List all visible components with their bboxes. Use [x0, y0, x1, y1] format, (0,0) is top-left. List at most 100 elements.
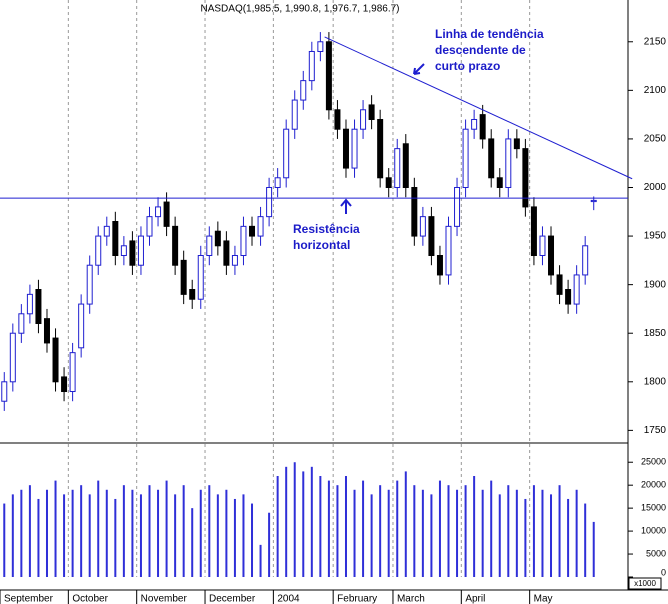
volume-bar — [122, 485, 125, 577]
candle-body — [35, 289, 42, 325]
volume-bar — [310, 466, 313, 577]
candle-body — [86, 264, 93, 305]
volume-bar — [20, 489, 23, 577]
volume-bar — [11, 494, 14, 577]
volume-bar — [473, 476, 476, 577]
unit-box — [628, 577, 662, 590]
candle-body — [172, 225, 179, 266]
volume-bar — [447, 485, 450, 577]
volume-bar — [148, 485, 151, 577]
trend-line — [324, 36, 633, 180]
candle-body — [565, 289, 572, 305]
y-tick-label: 1850 — [644, 328, 667, 339]
candle-body — [189, 289, 196, 300]
volume-bar — [592, 521, 595, 577]
volume-bar — [182, 485, 185, 577]
candle-body — [488, 138, 495, 179]
volume-bar — [139, 494, 142, 577]
volume-bar — [174, 494, 177, 577]
candle-body — [137, 235, 144, 266]
y-tick-label: 2150 — [644, 36, 667, 47]
candle-body — [522, 148, 529, 208]
volume-bar — [285, 466, 288, 577]
annotation: curto prazo — [435, 59, 500, 73]
y-tick-label: 2000 — [644, 182, 667, 193]
candle-body — [471, 118, 478, 130]
volume-bar — [524, 498, 527, 577]
x-tick-label: October — [72, 594, 108, 604]
candle-body — [308, 50, 315, 82]
y-tick-label: 1800 — [644, 376, 667, 387]
candle-body — [539, 235, 546, 257]
candle-body — [342, 128, 349, 169]
candle-body — [573, 274, 580, 305]
arrow — [340, 198, 352, 214]
volume-bar — [45, 489, 48, 577]
candle-body — [436, 255, 443, 276]
y-tick-label: 2050 — [644, 134, 667, 145]
volume-bar — [97, 480, 100, 577]
volume-bar — [370, 494, 373, 577]
candle-body — [368, 104, 375, 120]
volume-bar — [233, 498, 236, 577]
candle-body — [103, 225, 110, 237]
candle-body — [351, 128, 358, 169]
candle-body — [197, 255, 204, 300]
x-tick-label: May — [534, 594, 553, 604]
candle-body — [231, 255, 238, 266]
volume-bar — [464, 485, 467, 577]
volume-bar — [421, 489, 424, 577]
chart-title: NASDAQ(1,985.5, 1,990.8, 1,976.7, 1,986.… — [200, 4, 399, 15]
volume-bar — [387, 489, 390, 577]
volume-bar — [558, 485, 561, 577]
candle-body — [52, 337, 59, 383]
candle-body — [146, 216, 153, 237]
candle-body — [394, 148, 401, 188]
annotation: descendente de — [435, 43, 526, 57]
volume-bar — [165, 480, 168, 577]
volume-bar — [567, 498, 570, 577]
arrow — [413, 63, 425, 75]
y2-tick-label: 25000 — [641, 457, 666, 467]
candle-body — [454, 186, 461, 227]
volume-bar — [532, 485, 535, 577]
candle-body — [249, 225, 256, 237]
candle-body — [257, 216, 264, 237]
y-tick-label: 1900 — [644, 279, 667, 290]
y2-tick-label: 0 — [661, 567, 666, 577]
volume-bar — [54, 480, 57, 577]
volume-bar — [37, 498, 40, 577]
volume-bar — [242, 494, 245, 577]
annotation: horizontal — [293, 238, 350, 252]
candle-body — [360, 109, 367, 130]
volume-bar — [3, 503, 6, 577]
candle-body — [513, 138, 520, 150]
volume-bar — [396, 480, 399, 577]
volume-bar — [550, 494, 553, 577]
volume-bar — [199, 489, 202, 577]
volume-bar — [131, 489, 134, 577]
candle-body — [445, 225, 452, 276]
candle-body — [26, 293, 33, 315]
candle-body — [206, 235, 213, 257]
volume-bar — [438, 480, 441, 577]
volume-bar — [251, 503, 254, 577]
candle-body — [180, 259, 187, 295]
volume-bar — [293, 462, 296, 577]
x-tick-label: February — [337, 594, 377, 604]
y2-tick-label: 5000 — [646, 548, 666, 558]
volume-bar — [456, 489, 459, 577]
candle-body — [334, 109, 341, 130]
candle-body — [291, 99, 298, 130]
volume-bar — [105, 489, 108, 577]
volume-bar — [584, 503, 587, 577]
volume-bar — [80, 485, 83, 577]
candle-body — [274, 177, 281, 188]
candle-body — [496, 177, 503, 188]
candle-body — [1, 381, 8, 402]
candle-body — [9, 332, 16, 383]
candle-body — [43, 318, 50, 344]
volume-bar — [28, 485, 31, 577]
volume-bar — [575, 489, 578, 577]
